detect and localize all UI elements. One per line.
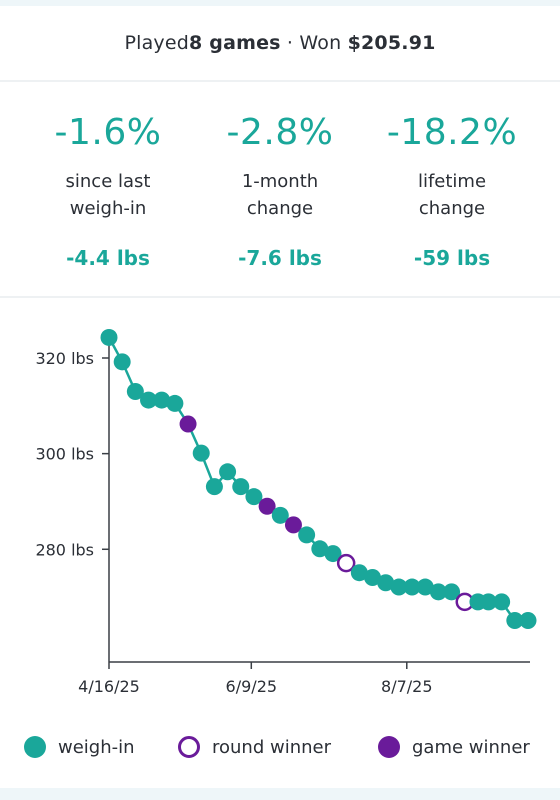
stat-lbs-value: -7.6 [238, 246, 282, 270]
legend-label: round winner [212, 736, 331, 758]
weigh-in-point [506, 612, 524, 630]
weigh-in-point [166, 394, 184, 412]
weigh-in-point [126, 382, 144, 400]
weigh-in-point [153, 391, 171, 409]
weigh-in-point [364, 568, 382, 586]
stat-lbs-unit: lbs [457, 246, 491, 270]
weigh-in-point [192, 444, 210, 462]
weigh-in-point [140, 391, 158, 409]
chart-legend: weigh-in round winner game winner [0, 722, 560, 772]
weigh-in-point [403, 578, 421, 596]
divider [0, 296, 560, 298]
weigh-in-point [479, 593, 497, 611]
weigh-in-point [232, 478, 250, 496]
bottom-strip [0, 788, 560, 800]
y-axis-ticks: 320 lbs 300 lbs 280 lbs [35, 349, 109, 559]
stat-lbs-value: -4.4 [66, 246, 110, 270]
game-winner-marker-icon [378, 736, 400, 758]
stat-lbs-unit: lbs [116, 246, 150, 270]
stat-label: 1-month change [200, 168, 360, 222]
stat-label-line1: since last [65, 171, 151, 192]
weigh-in-point [205, 478, 223, 496]
stat-label: since last weigh-in [28, 168, 188, 222]
weigh-in-point [298, 526, 316, 544]
weight-chart-card: 320 lbs 300 lbs 280 lbs 4/16/25 6/9/25 8/7/2… [0, 298, 560, 788]
summary-prefix: Played [124, 32, 190, 54]
weight-line [107, 336, 528, 622]
stats-panel: -1.6% since last weigh-in -4.4 lbs -2.8%… [0, 82, 560, 296]
weigh-in-point [271, 506, 289, 524]
weigh-in-point [443, 583, 461, 601]
legend-label: game winner [412, 736, 530, 758]
stat-lbs: -59 lbs [372, 246, 532, 270]
x-tick-label: 6/9/25 [226, 677, 278, 696]
stat-label-line1: 1-month [241, 171, 319, 192]
y-tick-label: 280 lbs [35, 540, 94, 559]
weight-chart: 320 lbs 300 lbs 280 lbs 4/16/25 6/9/25 8/7/2… [35, 328, 537, 696]
stat-label-line2: weigh-in [69, 198, 147, 219]
top-strip [0, 0, 560, 6]
stat-percent: -18.2% [386, 112, 518, 153]
weigh-in-point [377, 574, 395, 592]
weigh-in-point [519, 612, 537, 630]
stat-lbs-unit: lbs [288, 246, 322, 270]
stat-percent: -2.8% [226, 112, 334, 153]
x-axis-ticks: 4/16/25 6/9/25 8/7/25 [78, 662, 433, 696]
chart-series [100, 328, 537, 630]
divider [0, 80, 560, 82]
round-winner-point [336, 553, 356, 573]
stat-percent: -1.6% [54, 112, 162, 153]
weigh-in-point [245, 488, 263, 506]
legend-game-winner: game winner [378, 722, 530, 772]
winnings-amount: $205.91 [347, 32, 436, 54]
weigh-in-point [493, 593, 511, 611]
weigh-in-point [324, 545, 342, 563]
stat-lbs: -4.4 lbs [28, 246, 188, 270]
weigh-in-point [219, 463, 237, 481]
weigh-in-point [416, 578, 434, 596]
weigh-in-point [311, 540, 329, 558]
summary-middle: · Won [280, 32, 348, 54]
stat-label-line2: change [246, 198, 314, 219]
games-count: 8 games [189, 32, 281, 54]
weigh-in-point [429, 583, 447, 601]
stat-label-line2: change [418, 198, 486, 219]
weigh-in-point [390, 578, 408, 596]
stat-label: lifetime change [372, 168, 532, 222]
stat-lbs-value: -59 [413, 246, 451, 270]
legend-weigh-in: weigh-in [24, 722, 135, 772]
x-tick-label: 4/16/25 [78, 677, 140, 696]
legend-round-winner: round winner [178, 722, 331, 772]
game-winner-point [284, 516, 302, 534]
weigh-in-marker-icon [24, 736, 46, 758]
chart-axes [108, 338, 530, 663]
y-tick-label: 300 lbs [35, 445, 94, 464]
weigh-in-point [350, 564, 368, 582]
round-winner-marker-icon [178, 736, 200, 758]
weigh-in-point [100, 328, 118, 346]
game-winner-point [258, 497, 276, 515]
weigh-in-point [113, 353, 131, 371]
stat-lbs: -7.6 lbs [200, 246, 360, 270]
game-winner-point [179, 415, 197, 433]
x-tick-label: 8/7/25 [381, 677, 433, 696]
stat-label-line1: lifetime [417, 171, 487, 192]
legend-label: weigh-in [58, 736, 135, 758]
y-tick-label: 320 lbs [35, 349, 94, 368]
games-summary: Played 8 games · Won $205.91 [0, 6, 560, 80]
